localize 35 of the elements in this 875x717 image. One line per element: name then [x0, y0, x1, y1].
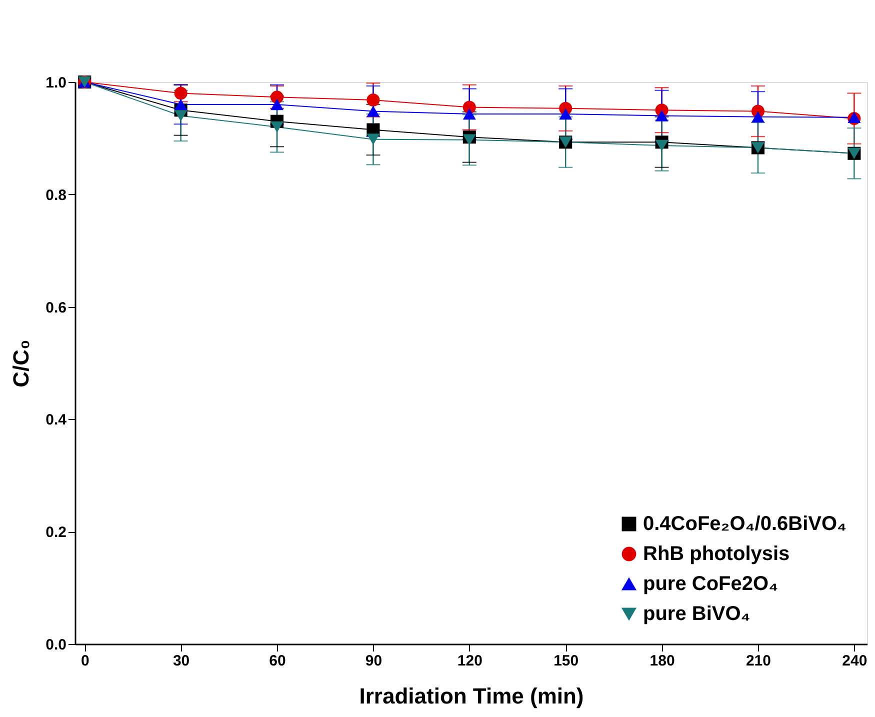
point	[366, 106, 380, 117]
point	[655, 110, 668, 122]
point	[462, 108, 476, 120]
x-tick-label: 150	[554, 652, 579, 670]
y-tick-label: 0.0	[46, 636, 66, 654]
point	[270, 98, 284, 110]
point	[366, 93, 380, 106]
point	[655, 140, 668, 152]
legend-label: 0.4CoFe₂O₄/0.6BiVO₄	[643, 513, 847, 535]
point	[366, 134, 380, 145]
y-tick-label: 1.0	[46, 74, 66, 92]
y-tick-label: 0.8	[46, 186, 66, 204]
point	[174, 110, 188, 122]
y-tick-label: 0.2	[46, 524, 66, 542]
x-tick-label: 90	[365, 652, 382, 670]
x-tick-label: 210	[746, 652, 771, 670]
x-tick-label: 0	[80, 652, 90, 670]
legend-label: RhB photolysis	[643, 543, 790, 565]
point	[462, 134, 476, 146]
x-tick-label: 180	[650, 652, 675, 670]
point	[174, 98, 188, 110]
x-tick-label: 120	[457, 652, 482, 670]
point	[559, 108, 572, 120]
x-tick-label: 60	[269, 652, 286, 670]
legend-label: pure BiVO₄	[643, 603, 750, 625]
x-tick-label: 30	[172, 652, 190, 670]
x-tick-label: 240	[842, 652, 868, 670]
legend-label: pure CoFe2O₄	[643, 573, 778, 595]
y-axis-title: C/C₀	[8, 340, 34, 388]
point	[270, 121, 284, 133]
y-tick-label: 0.6	[46, 299, 66, 316]
y-tick-label: 0.4	[46, 412, 68, 429]
x-axis-title: Irradiation Time (min)	[359, 684, 584, 708]
point	[174, 86, 188, 100]
point	[751, 111, 764, 122]
